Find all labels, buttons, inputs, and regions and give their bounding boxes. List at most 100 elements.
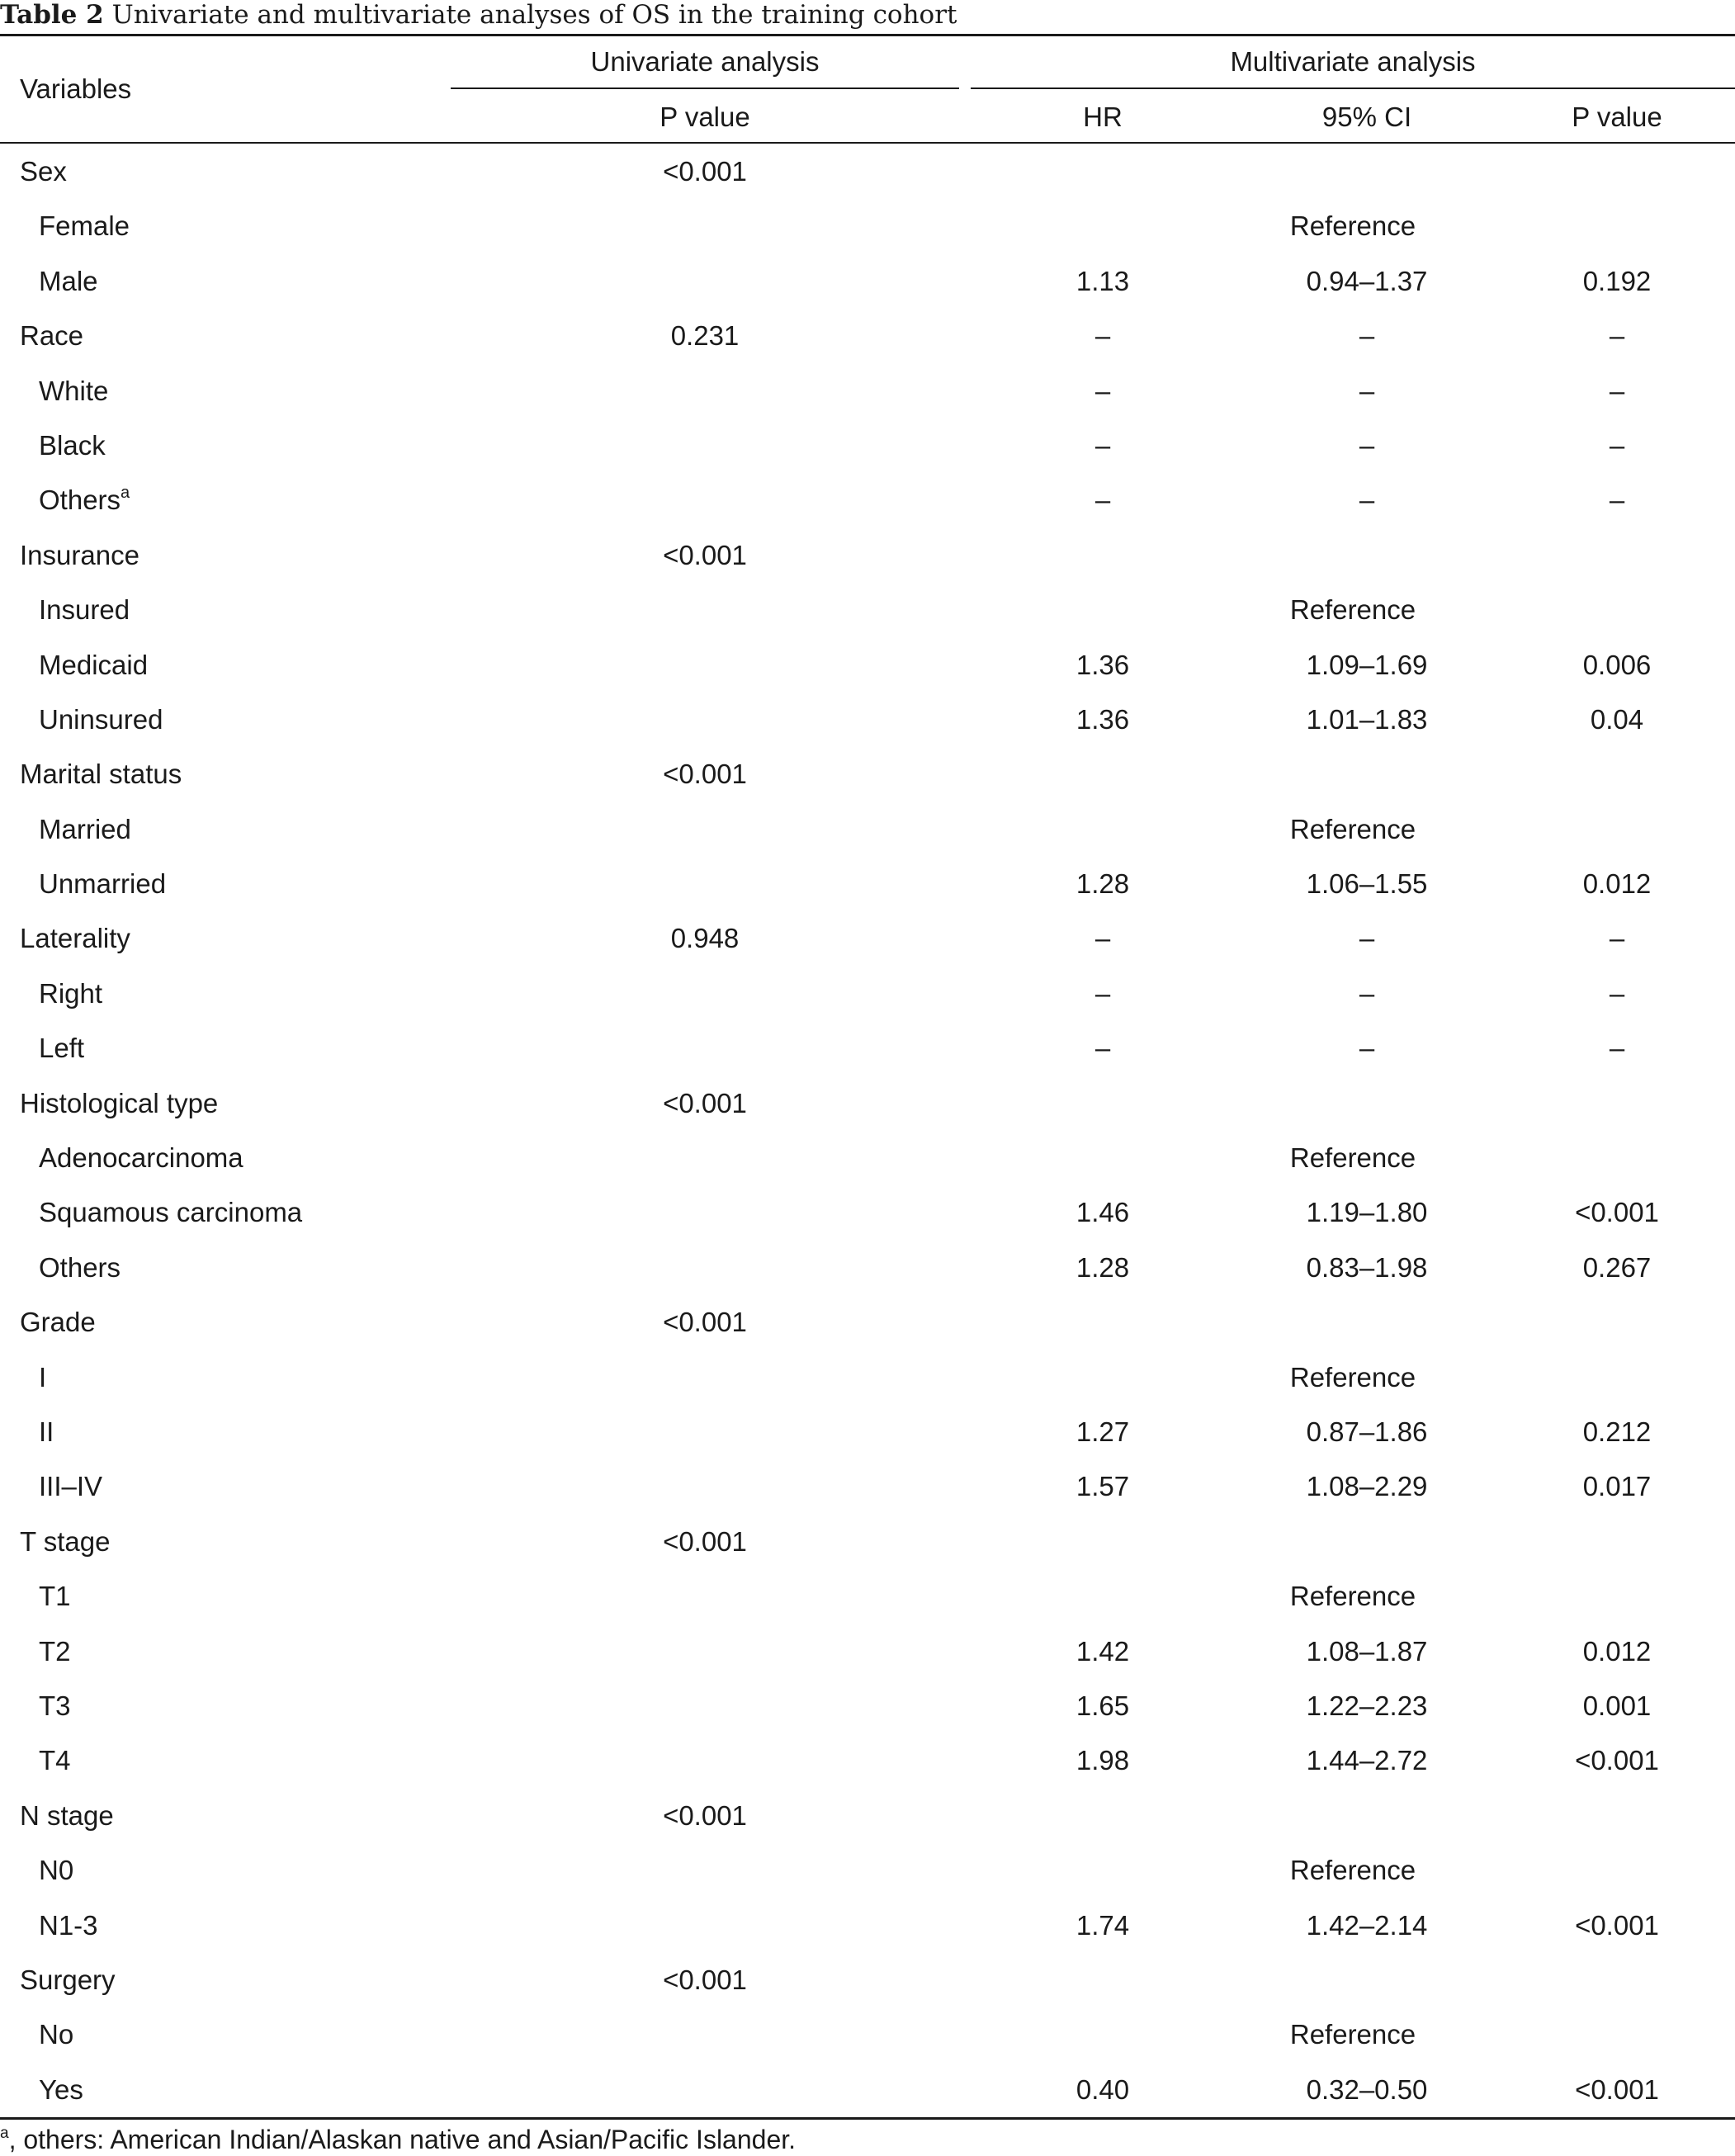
reference-cell: Reference [1289, 1142, 1416, 1174]
variable-cell: Race [20, 319, 83, 352]
multivariate-p-cell: 0.017 [1582, 1471, 1652, 1502]
variable-cell: Othersa [39, 484, 130, 517]
variable-cell: T3 [39, 1690, 71, 1723]
table-row: Laterality 0.948 – – – [0, 922, 1735, 976]
table-row: Right – – – [0, 977, 1735, 1032]
variable-cell: Adenocarcinoma [39, 1142, 243, 1175]
variable-label: Right [39, 977, 103, 1009]
variable-cell: T2 [39, 1635, 71, 1668]
hr-cell: 1.13 [1076, 265, 1130, 296]
reference-cell: Reference [1289, 2019, 1416, 2050]
table-row: Race 0.231 – – – [0, 319, 1735, 374]
multivariate-p-cell: 0.012 [1582, 868, 1652, 900]
variable-label: Unmarried [39, 868, 167, 900]
table-title: Univariate and multivariate analyses of … [103, 0, 957, 30]
table-row: No Reference [0, 2018, 1735, 2073]
variable-label: Male [39, 265, 98, 296]
ci-cell: 1.22–2.23 [1306, 1690, 1428, 1721]
table-row: II 1.27 0.87–1.86 0.212 [0, 1416, 1735, 1470]
table-row: Squamous carcinoma 1.46 1.19–1.80 <0.001 [0, 1196, 1735, 1251]
variable-cell: II [39, 1416, 54, 1449]
ci-cell: 0.32–0.50 [1306, 2073, 1428, 2105]
hr-cell: – [1094, 429, 1111, 461]
ci-cell: 1.44–2.72 [1306, 1745, 1428, 1776]
variable-cell: Marital status [20, 758, 182, 791]
multivariate-p-cell: 0.012 [1582, 1635, 1652, 1667]
variable-cell: Left [39, 1032, 84, 1065]
bottom-rule [0, 2117, 1735, 2120]
ci-cell: 1.09–1.69 [1306, 649, 1428, 680]
variable-cell: III–IV [39, 1470, 102, 1503]
multivariate-p-cell: 0.001 [1582, 1690, 1652, 1721]
hr-cell: 1.46 [1076, 1197, 1130, 1228]
ci-cell: 1.08–1.87 [1306, 1635, 1428, 1667]
variable-label: Squamous carcinoma [39, 1197, 303, 1228]
multivariate-span-rule [971, 87, 1735, 89]
variable-cell: Insured [39, 593, 130, 626]
variable-label: Yes [39, 2073, 83, 2105]
variable-label: Insurance [20, 539, 139, 570]
univariate-p-cell: <0.001 [663, 1964, 747, 1995]
variable-cell: T1 [39, 1580, 71, 1613]
footnote-marker: a [0, 2125, 9, 2142]
multivariate-p-cell: <0.001 [1575, 1745, 1659, 1776]
variable-label: I [39, 1361, 47, 1392]
variable-cell: Black [39, 429, 106, 462]
variable-label: Adenocarcinoma [39, 1142, 243, 1174]
reference-cell: Reference [1289, 594, 1416, 626]
variable-label: Medicaid [39, 649, 149, 680]
univariate-p-cell: <0.001 [663, 1525, 747, 1557]
variable-label: Sex [20, 156, 67, 187]
variable-cell: Grade [20, 1306, 96, 1339]
variable-label: N1-3 [39, 1909, 98, 1941]
footnote: a, others: American Indian/Alaskan nativ… [0, 2123, 796, 2156]
table-label: Table 2 [0, 0, 104, 30]
ci-cell: 1.42–2.14 [1306, 1909, 1428, 1941]
variable-label: N stage [20, 1799, 114, 1831]
ci-cell: 0.94–1.37 [1306, 265, 1428, 296]
ci-cell: 1.06–1.55 [1306, 868, 1428, 900]
variable-cell: T stage [20, 1525, 110, 1558]
variable-label: Black [39, 429, 106, 461]
multivariate-p-cell: – [1609, 485, 1625, 516]
table-row: Yes 0.40 0.32–0.50 <0.001 [0, 2073, 1735, 2128]
variable-label: Histological type [20, 1087, 219, 1118]
ci-cell: – [1359, 977, 1375, 1009]
variable-label: N0 [39, 1855, 74, 1886]
hr-cell: 1.42 [1076, 1635, 1130, 1667]
variable-label: III–IV [39, 1471, 103, 1502]
variable-cell: Others [39, 1251, 121, 1284]
table-row: Black – – – [0, 429, 1735, 484]
ci-cell: – [1359, 320, 1375, 352]
multivariate-p-cell: 0.04 [1590, 703, 1644, 735]
variable-cell: Yes [39, 2073, 83, 2106]
table-row: Insurance <0.001 [0, 539, 1735, 593]
header-univariate: Univariate analysis [590, 46, 820, 77]
multivariate-p-cell: – [1609, 923, 1625, 954]
variable-label: White [39, 375, 109, 406]
table-row: Married Reference [0, 813, 1735, 868]
table-row: N1-3 1.74 1.42–2.14 <0.001 [0, 1909, 1735, 1964]
variable-cell: Laterality [20, 922, 130, 955]
hr-cell: – [1094, 977, 1111, 1009]
hr-cell: – [1094, 375, 1111, 406]
variable-cell: Squamous carcinoma [39, 1196, 302, 1229]
variable-cell: Right [39, 977, 102, 1010]
variable-label: Left [39, 1033, 85, 1064]
variable-cell: Histological type [20, 1087, 218, 1120]
table-caption: Table 2 Univariate and multivariate anal… [0, 0, 957, 31]
variable-label: Race [20, 320, 84, 352]
univariate-span-rule [451, 87, 959, 89]
multivariate-p-cell: <0.001 [1575, 1909, 1659, 1941]
multivariate-p-cell: <0.001 [1575, 2073, 1659, 2105]
header-multivariate: Multivariate analysis [1230, 46, 1476, 77]
variable-cell: Insurance [20, 539, 139, 572]
ci-cell: – [1359, 1033, 1375, 1064]
table-row: T1 Reference [0, 1580, 1735, 1634]
table-row: Others 1.28 0.83–1.98 0.267 [0, 1251, 1735, 1306]
hr-cell: 1.36 [1076, 703, 1130, 735]
header-rule [0, 142, 1735, 144]
multivariate-p-cell: 0.192 [1582, 265, 1652, 296]
variable-label: T2 [39, 1635, 71, 1667]
variable-label: Female [39, 210, 130, 242]
